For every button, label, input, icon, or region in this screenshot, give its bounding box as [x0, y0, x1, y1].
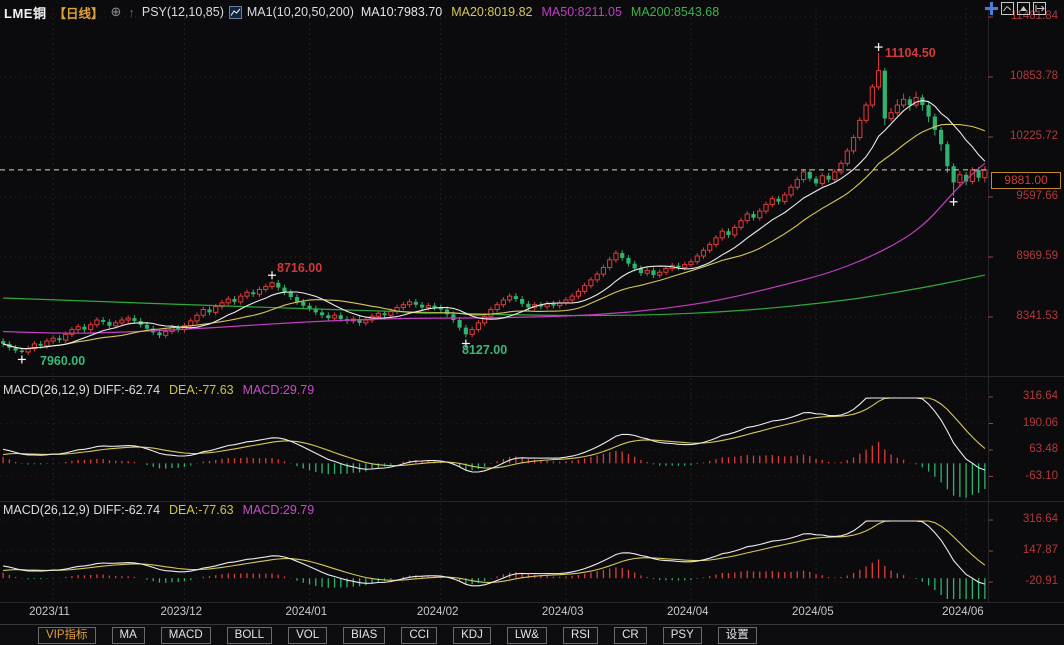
x-axis-label: 2024/04	[666, 606, 709, 618]
price-extreme-annotation: 8127.00	[462, 343, 507, 357]
chart-header: LME铜 【日线】 ⊕ ↑ PSY(12,10,85) MA1(10,20,50…	[4, 0, 719, 24]
pane-layout-bottom-icon[interactable]	[1017, 2, 1030, 15]
ma-readouts: MA10:7983.70 MA20:8019.82 MA50:8211.05 MA20…	[361, 5, 719, 19]
add-compare-icon[interactable]: ⊕	[110, 4, 122, 19]
ma-value-readout: MA20:8019.82	[451, 5, 533, 19]
macd2-macd-value: MACD:29.79	[242, 503, 315, 517]
period-label[interactable]: 【日线】	[53, 6, 104, 21]
y-axis-tick: 8341.53	[1016, 310, 1058, 322]
macd-axis-tick: -20.91	[1025, 575, 1058, 587]
toolbar-tab-RSI[interactable]: RSI	[562, 626, 599, 644]
macd-panel1-label: MACD(26,12,9) DIFF:-62.74 DEA:-77.63 MAC…	[3, 383, 314, 397]
window-layout-icons	[985, 2, 1046, 15]
ma-value-readout: MA10:7983.70	[360, 5, 443, 19]
toolbar-tab-MA[interactable]: MA	[111, 626, 145, 644]
y-axis-tick: 9597.66	[1016, 190, 1058, 202]
symbol-title: LME铜	[4, 5, 47, 21]
macd1-name[interactable]: MACD(26,12,9)	[3, 383, 90, 397]
toolbar-tab-CCI[interactable]: CCI	[401, 626, 438, 644]
toolbar-tab-BOLL[interactable]: BOLL	[226, 626, 273, 644]
toolbar-tab-设置[interactable]: 设置	[717, 626, 757, 644]
ma-value-readout: MA200:8543.68	[630, 5, 720, 19]
price-extreme-annotation: 7960.00	[40, 354, 85, 368]
ma-group-label[interactable]: MA1(10,20,50,200)	[246, 5, 354, 19]
macd-axis-tick: -63.10	[1025, 470, 1058, 482]
toolbar-tab-MACD[interactable]: MACD	[160, 626, 211, 644]
x-axis-label: 2024/05	[792, 606, 834, 618]
macd1-macd-value: MACD:29.79	[242, 383, 315, 397]
macd2-diff-value: DIFF:-62.74	[93, 503, 161, 517]
x-axis-label: 2023/11	[29, 606, 70, 618]
x-axis-label: 2024/02	[416, 606, 459, 618]
toolbar-tab-LW&[interactable]: LW&	[506, 626, 547, 644]
y-axis-tick: 8969.59	[1016, 250, 1058, 262]
pane-layout-top-icon[interactable]	[1001, 2, 1014, 15]
macd-axis-tick: 190.06	[1022, 417, 1058, 429]
ma-value-readout: MA50:8211.05	[541, 5, 622, 19]
x-axis-label: 2024/06	[942, 606, 984, 618]
pane-expand-icon[interactable]	[1033, 2, 1046, 15]
up-arrow-icon: ↑	[128, 4, 135, 20]
macd2-name[interactable]: MACD(26,12,9)	[3, 503, 90, 517]
toolbar-tab-VOL[interactable]: VOL	[288, 626, 328, 644]
toolbar-tab-VIP指标[interactable]: VIP指标	[38, 626, 96, 644]
last-price-badge: 9881.00	[991, 172, 1061, 189]
macd-panel2-label: MACD(26,12,9) DIFF:-62.74 DEA:-77.63 MAC…	[3, 503, 314, 517]
macd1-diff-value: DIFF:-62.74	[93, 383, 161, 397]
toolbar-tab-KDJ[interactable]: KDJ	[453, 626, 491, 644]
macd-axis-tick: 316.64	[1022, 390, 1058, 402]
toolbar-tab-PSY[interactable]: PSY	[662, 626, 702, 644]
toolbar-tab-BIAS[interactable]: BIAS	[343, 626, 386, 644]
macd-axis-tick: 147.87	[1022, 544, 1058, 556]
price-extreme-annotation: 11104.50	[885, 46, 936, 60]
y-axis-tick: 11481.84	[1010, 10, 1058, 22]
macd-axis-tick: 63.48	[1029, 443, 1058, 455]
toolbar-tab-CR[interactable]: CR	[614, 626, 647, 644]
x-axis-label: 2023/12	[160, 606, 203, 618]
y-axis-tick: 10225.72	[1010, 130, 1058, 142]
macd1-dea-value: DEA:-77.63	[169, 383, 234, 397]
x-axis-label: 2024/03	[541, 606, 584, 618]
macd2-dea-value: DEA:-77.63	[169, 503, 234, 517]
x-axis-label: 2024/01	[285, 606, 328, 618]
indicator-toolbar: VIP指标 MA MACD BOLL VOL BIAS CCI KDJ LW& RSI CR PSY 设…	[0, 624, 1064, 645]
chart-type-icon[interactable]	[228, 5, 242, 19]
y-axis-tick: 10853.78	[1010, 70, 1058, 82]
psy-indicator-label[interactable]: PSY(12,10,85)	[141, 5, 224, 19]
macd-axis-tick: 316.64	[1022, 513, 1058, 525]
price-extreme-annotation: 8716.00	[277, 261, 322, 275]
move-crosshair-icon[interactable]	[985, 2, 998, 15]
